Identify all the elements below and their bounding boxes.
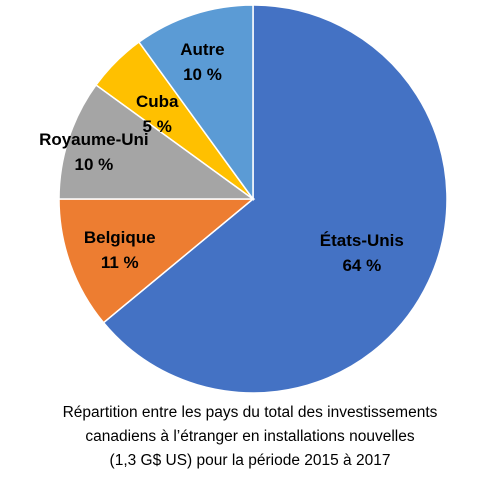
caption-line-3: (1,3 G$ US) pour la période 2015 à 2017: [109, 452, 391, 469]
slice-value-autre: 10 %: [183, 65, 222, 84]
slice-label-autre: Autre: [180, 40, 224, 59]
slice-value-royaume-uni: 10 %: [74, 155, 113, 174]
pie-labels: États-Unis 64 % Belgique 11 % Royaume-Uni 10 …: [39, 40, 404, 275]
caption-line-1: Répartition entre les pays du total des …: [62, 404, 438, 421]
slice-value-cuba: 5 %: [143, 117, 172, 136]
pie-slices: [58, 4, 448, 394]
slice-value-belgique: 11 %: [101, 253, 139, 272]
pie-chart-svg: États-Unis 64 % Belgique 11 % Royaume-Uni 10 …: [39, 4, 448, 394]
slice-label-royaume-uni: Royaume-Uni: [39, 130, 149, 149]
slice-label-belgique: Belgique: [84, 228, 156, 247]
caption-line-2: canadiens à l’étranger en installations …: [85, 428, 415, 445]
pie-slice-autre: [137, 4, 254, 202]
slice-value-etats-unis: 64 %: [342, 256, 381, 275]
slice-label-cuba: Cuba: [136, 92, 179, 111]
pie-chart: États-Unis 64 % Belgique 11 % Royaume-Uni 10 …: [39, 4, 448, 394]
pie-slice-belgique: [58, 198, 256, 324]
pie-slice-royaume-uni: [58, 83, 256, 200]
pie-slice-etats-unis: [102, 4, 448, 394]
slice-label-etats-unis: États-Unis: [320, 231, 404, 250]
chart-caption: Répartition entre les pays du total des …: [0, 401, 500, 473]
